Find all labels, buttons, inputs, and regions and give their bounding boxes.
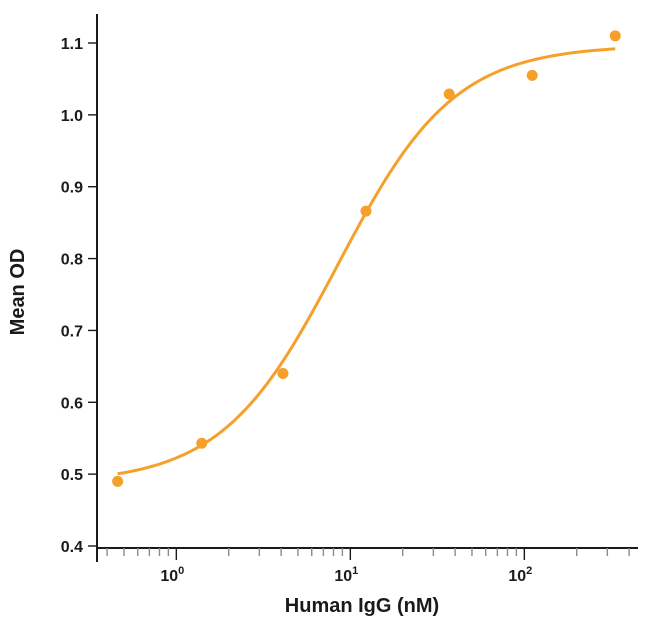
x-tick-label: 101 — [334, 565, 358, 585]
x-tick-label: 100 — [160, 565, 184, 585]
y-tick-label: 0.7 — [61, 323, 83, 340]
data-point — [609, 30, 621, 42]
y-tick-label: 0.9 — [61, 180, 83, 197]
data-point — [443, 88, 455, 100]
data-point — [277, 368, 289, 380]
data-point — [112, 475, 124, 487]
y-axis-title: Mean OD — [7, 249, 29, 336]
axes-layer: 0.4 0.5 0.6 0.7 0.8 0.9 1.0 1.1 100 101 102 — [61, 14, 638, 585]
x-tick-label: 102 — [508, 565, 532, 585]
y-tick-label: 0.8 — [61, 252, 83, 269]
data-point — [196, 437, 208, 449]
x-axis-title: Human IgG (nM) — [285, 595, 439, 617]
y-tick-label: 0.4 — [61, 539, 83, 556]
data-point — [526, 69, 538, 81]
y-tick-label: 0.6 — [61, 395, 83, 412]
y-tick-label: 1.0 — [61, 108, 83, 125]
data-point — [360, 205, 372, 217]
data-points — [112, 30, 621, 487]
y-tick-label: 1.1 — [61, 36, 83, 53]
y-tick-label: 0.5 — [61, 467, 83, 484]
fit-curve — [117, 47, 616, 476]
